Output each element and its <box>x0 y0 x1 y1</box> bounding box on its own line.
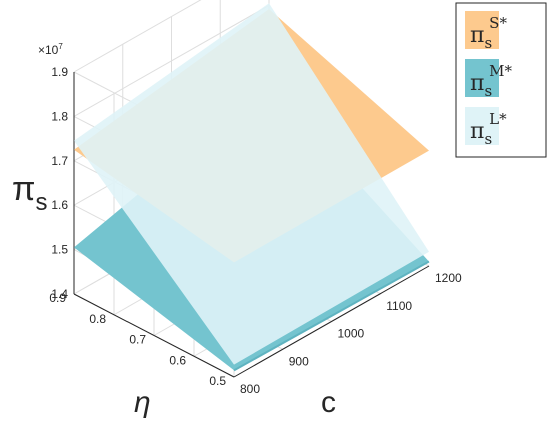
y-tick-label: 0.5 <box>209 374 226 388</box>
y-tick-label: 0.6 <box>169 353 186 367</box>
z-tick-label: 1.5 <box>51 243 68 257</box>
y-tick-label: 0.8 <box>89 312 106 326</box>
grid-line <box>73 4 270 117</box>
x-axis-label: c <box>321 386 336 419</box>
legend-label: πsS* <box>470 14 507 52</box>
tick-labels: 800 900 1000 1100 1200 0.5 0.6 0.7 0.8 0.91.4 1.5 1… <box>49 65 462 396</box>
legend-swatch <box>465 59 499 97</box>
legend-label: πsL* <box>470 110 507 148</box>
y-axis-line <box>73 293 235 378</box>
z-tick-label: 1.4 <box>51 287 68 301</box>
surfaces <box>74 3 430 372</box>
z-exponent-label: ×107 <box>38 42 63 57</box>
x-tick-label: 1200 <box>435 271 462 285</box>
z-axis-label: πs <box>12 170 47 216</box>
x-tick-label: 800 <box>240 382 260 396</box>
grid-line <box>73 0 202 73</box>
legend: πsS* πsM* πsL* <box>455 2 547 158</box>
z-tick-label: 1.9 <box>51 65 68 79</box>
z-tick-label: 1.7 <box>51 154 68 168</box>
surface-l-star <box>74 3 429 365</box>
x-tick-label: 1000 <box>338 327 365 341</box>
legend-swatch <box>465 107 499 145</box>
y-axis-label: η <box>134 386 151 419</box>
x-tick-label: 1100 <box>386 299 412 313</box>
y-tick-label: 0.9 <box>49 291 66 305</box>
z-tick-label: 1.6 <box>51 198 68 212</box>
legend-swatch <box>465 11 499 49</box>
x-tick-label: 900 <box>289 354 309 368</box>
y-tick-label: 0.7 <box>129 333 146 347</box>
legend-label: πsM* <box>470 62 513 100</box>
x-axis-line <box>233 265 430 378</box>
z-tick-label: 1.8 <box>51 109 68 123</box>
surface-edge <box>233 260 430 372</box>
